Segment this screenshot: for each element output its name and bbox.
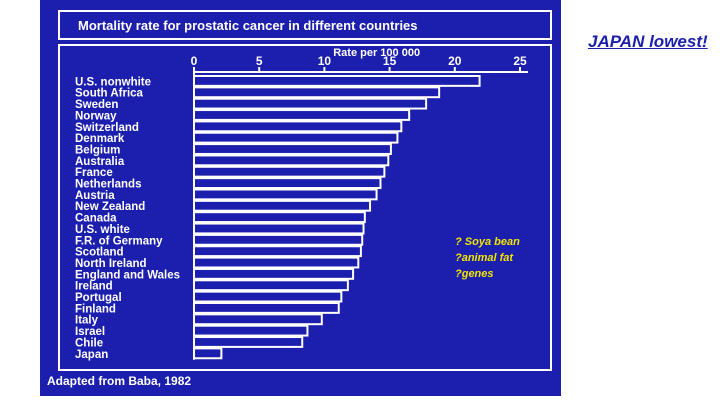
- bar: [193, 109, 411, 121]
- bar: [193, 131, 399, 144]
- x-tick-label: 25: [513, 54, 527, 68]
- bar: [193, 177, 382, 189]
- category-label: Belgium: [75, 144, 120, 156]
- category-label: Ireland: [75, 281, 113, 293]
- category-label: Norway: [75, 110, 117, 122]
- bar: [193, 279, 349, 292]
- category-label: Switzerland: [75, 122, 139, 134]
- category-label: Sweden: [75, 99, 118, 111]
- note-item: ?animal fat: [455, 252, 514, 264]
- category-label: Finland: [75, 303, 116, 315]
- category-label: North Ireland: [75, 258, 147, 270]
- category-label: Italy: [75, 315, 99, 327]
- bar: [193, 188, 378, 201]
- category-label: Israel: [75, 326, 105, 338]
- category-label: Netherlands: [75, 179, 141, 191]
- bar: [193, 324, 309, 337]
- bar: [193, 302, 340, 314]
- bar: [193, 154, 390, 167]
- category-label: Scotland: [75, 247, 124, 259]
- category-label: South Africa: [75, 88, 144, 100]
- bar: [193, 233, 364, 246]
- category-label: Austria: [75, 190, 115, 202]
- category-label: Chile: [75, 337, 103, 349]
- bar: [193, 336, 304, 348]
- x-axis-label: Rate per 100 000: [333, 47, 420, 59]
- x-tick-label: 20: [448, 54, 462, 68]
- category-label: U.S. nonwhite: [75, 76, 151, 88]
- category-label: Canada: [75, 213, 117, 225]
- category-label: Japan: [75, 349, 108, 361]
- category-label: Australia: [75, 156, 125, 168]
- bar: [193, 75, 481, 87]
- chart-title: Mortality rate for prostatic cancer in d…: [78, 18, 418, 33]
- bar: [193, 245, 362, 258]
- bar: [193, 313, 323, 326]
- note-item: ? Soya bean: [455, 236, 520, 248]
- category-label: F.R. of Germany: [75, 235, 163, 247]
- bar: [193, 199, 372, 212]
- bar: [193, 86, 441, 99]
- chart-frame: [58, 44, 552, 371]
- x-tick-label: 5: [256, 54, 263, 68]
- category-label: New Zealand: [75, 201, 145, 213]
- category-label: Denmark: [75, 133, 125, 145]
- bar: [193, 211, 366, 224]
- category-label: Portugal: [75, 292, 122, 304]
- x-tick-label: 15: [383, 54, 397, 68]
- headline: JAPAN lowest!: [588, 32, 708, 51]
- category-label: England and Wales: [75, 269, 180, 281]
- slide-panel: [40, 0, 561, 396]
- chart-title-box: Mortality rate for prostatic cancer in d…: [58, 10, 552, 40]
- bar: [193, 256, 360, 269]
- bar: [193, 267, 355, 280]
- bar: [193, 143, 392, 155]
- bar: [193, 97, 428, 110]
- category-label: France: [75, 167, 113, 179]
- bar: [193, 290, 343, 303]
- bar: [193, 347, 223, 360]
- bar: [193, 165, 386, 178]
- bar: [193, 120, 403, 133]
- source-credit: Adapted from Baba, 1982: [47, 374, 192, 388]
- notes-list: ? Soya bean ?animal fat ?genes: [455, 234, 520, 282]
- bar: [193, 222, 365, 235]
- note-item: ?genes: [455, 268, 494, 280]
- category-label: U.S. white: [75, 224, 130, 236]
- x-tick-label: 10: [318, 54, 332, 68]
- x-tick-label: 0: [191, 54, 198, 68]
